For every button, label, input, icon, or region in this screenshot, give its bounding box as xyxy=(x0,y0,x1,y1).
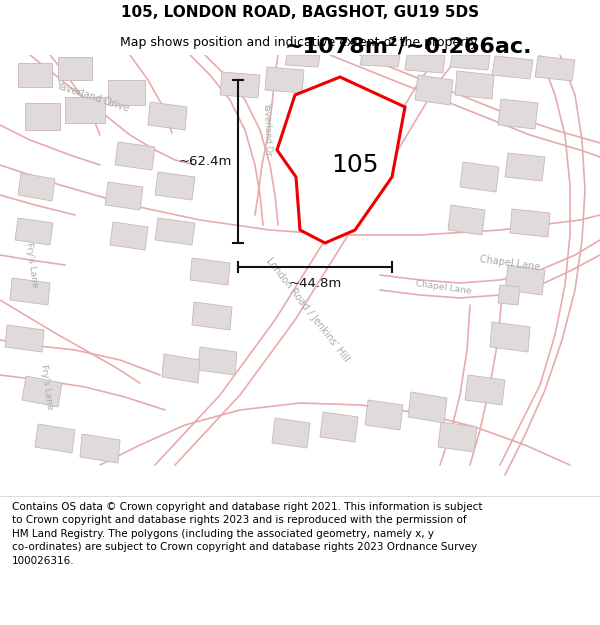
Polygon shape xyxy=(192,302,232,330)
Polygon shape xyxy=(5,325,44,352)
Polygon shape xyxy=(438,422,477,452)
Polygon shape xyxy=(148,102,187,130)
Polygon shape xyxy=(285,55,320,67)
Polygon shape xyxy=(360,55,400,67)
Text: 105: 105 xyxy=(331,153,379,177)
Polygon shape xyxy=(155,218,195,245)
Polygon shape xyxy=(310,153,340,177)
Polygon shape xyxy=(198,347,237,375)
Polygon shape xyxy=(108,80,145,105)
Text: Yaverland Dr.: Yaverland Dr. xyxy=(262,102,272,158)
Text: ~62.4m: ~62.4m xyxy=(179,155,232,168)
Polygon shape xyxy=(498,99,538,129)
Polygon shape xyxy=(18,173,55,201)
Polygon shape xyxy=(105,182,143,210)
Polygon shape xyxy=(490,322,530,352)
Text: Fry's Lane: Fry's Lane xyxy=(25,242,40,288)
Polygon shape xyxy=(80,434,120,463)
Polygon shape xyxy=(365,400,403,430)
Polygon shape xyxy=(110,222,148,250)
Polygon shape xyxy=(58,57,92,80)
Polygon shape xyxy=(448,205,485,235)
Polygon shape xyxy=(455,71,494,99)
Polygon shape xyxy=(492,56,533,79)
Polygon shape xyxy=(415,75,453,105)
Polygon shape xyxy=(510,209,550,237)
Text: ~1078m²/~0.266ac.: ~1078m²/~0.266ac. xyxy=(285,37,533,57)
Polygon shape xyxy=(272,418,310,448)
Polygon shape xyxy=(277,77,405,243)
Polygon shape xyxy=(498,285,520,305)
Polygon shape xyxy=(15,218,53,245)
Polygon shape xyxy=(408,392,447,423)
Polygon shape xyxy=(465,375,505,405)
Polygon shape xyxy=(505,153,545,181)
Polygon shape xyxy=(22,376,62,407)
Polygon shape xyxy=(10,278,50,305)
Polygon shape xyxy=(460,162,499,192)
Polygon shape xyxy=(155,172,195,200)
Polygon shape xyxy=(18,63,52,87)
Text: Contains OS data © Crown copyright and database right 2021. This information is : Contains OS data © Crown copyright and d… xyxy=(12,501,482,566)
Polygon shape xyxy=(265,67,304,93)
Text: Map shows position and indicative extent of the property.: Map shows position and indicative extent… xyxy=(120,36,480,49)
Polygon shape xyxy=(115,142,155,170)
Polygon shape xyxy=(298,207,324,230)
Text: Chapel Lane: Chapel Lane xyxy=(479,254,541,272)
Text: Chapel Lane: Chapel Lane xyxy=(415,279,472,296)
Polygon shape xyxy=(220,72,260,98)
Text: 105, LONDON ROAD, BAGSHOT, GU19 5DS: 105, LONDON ROAD, BAGSHOT, GU19 5DS xyxy=(121,4,479,19)
Polygon shape xyxy=(295,115,332,137)
Text: Fry's Lane: Fry's Lane xyxy=(40,364,55,410)
Text: Yaverland Drive: Yaverland Drive xyxy=(54,81,130,114)
Polygon shape xyxy=(162,354,200,383)
Polygon shape xyxy=(190,258,230,285)
Polygon shape xyxy=(65,97,105,123)
Polygon shape xyxy=(35,424,75,453)
Polygon shape xyxy=(450,55,490,70)
Polygon shape xyxy=(25,103,60,130)
Text: ~44.8m: ~44.8m xyxy=(289,277,341,290)
Text: London Road / Jenkins' Hill: London Road / Jenkins' Hill xyxy=(265,256,352,364)
Polygon shape xyxy=(535,56,575,81)
Polygon shape xyxy=(320,412,358,442)
Polygon shape xyxy=(505,265,545,295)
Polygon shape xyxy=(405,55,445,73)
